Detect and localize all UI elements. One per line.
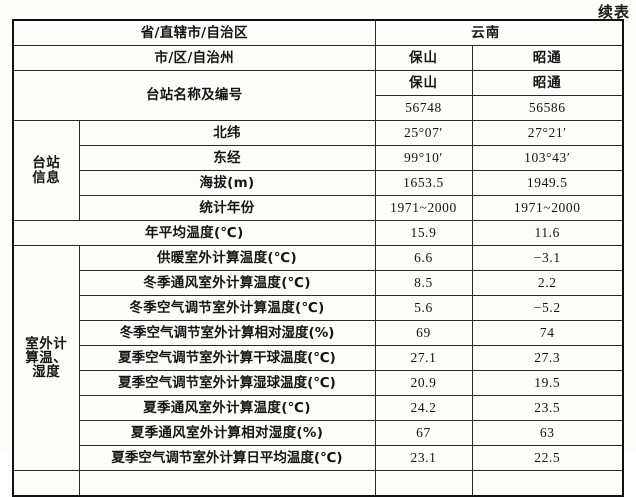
row-label-outdoor-5: 夏季空气调节室外计算湿球温度(℃) [78,370,376,396]
clipped-cell-value-1 [374,470,473,497]
table-row-outdoor-1: 冬季通风室外计算温度(℃) 8.5 2.2 [13,270,624,296]
table-row-longitude: 东经 99°10′ 103°43′ [13,145,624,171]
row-label-years: 统计年份 [78,195,376,221]
row-value-longitude-1: 99°10′ [374,145,473,171]
row-value-outdoor-8-1: 23.1 [374,445,473,471]
row-label-outdoor-8: 夏季空气调节室外计算日平均温度(℃) [78,445,376,471]
table-row-outdoor-7: 夏季通风室外计算相对湿度(%) 67 63 [13,420,624,446]
row-value-outdoor-4-2: 27.3 [471,345,624,371]
province-value: 云南 [374,19,624,46]
table-row-province: 省/直辖市/自治区 云南 [12,19,624,46]
table-row-elevation: 海拔(m) 1653.5 1949.5 [13,170,624,196]
station-name-1: 保山 [374,70,473,96]
row-value-annual-mean-temp-1: 15.9 [374,220,473,246]
table-row-station-name: 台站名称及编号 保山 昭通 [12,70,624,121]
category-station-info-line2: 信息 [32,169,61,186]
row-label-outdoor-0: 供暖室外计算温度(℃) [78,245,376,271]
row-value-outdoor-1-1: 8.5 [374,270,473,296]
category-station-info: 台站 信息 [12,120,80,221]
row-label-outdoor-2: 冬季空气调节室外计算温度(℃) [78,295,376,321]
row-value-outdoor-2-1: 5.6 [374,295,473,321]
city-value-1: 保山 [374,45,473,71]
province-label: 省/直辖市/自治区 [12,19,376,46]
station-name-2: 昭通 [471,70,624,96]
table-row-city: 市/区/自治州 保山 昭通 [12,45,624,71]
row-label-elevation: 海拔(m) [78,170,376,196]
clipped-cell-label [78,470,376,497]
row-label-outdoor-7: 夏季通风室外计算相对湿度(%) [78,420,376,446]
row-value-outdoor-5-2: 19.5 [471,370,624,396]
row-label-outdoor-1: 冬季通风室外计算温度(℃) [78,270,376,296]
table-row-years: 统计年份 1971~2000 1971~2000 [13,195,624,221]
row-value-outdoor-7-2: 63 [471,420,624,446]
document-page: 续表 省/直辖市/自治区 云南 市/区/自治州 保山 昭通 台站名称及编号 保山… [12,3,630,497]
row-value-outdoor-5-1: 20.9 [374,370,473,396]
table-row-station-code: 56748 56586 [13,95,624,121]
category-outdoor-line2: 算温、 [25,349,68,366]
row-value-outdoor-6-1: 24.2 [374,395,473,421]
row-value-outdoor-0-2: −3.1 [471,245,624,271]
category-station-info-line1: 台站 [32,155,61,172]
row-value-outdoor-3-1: 69 [374,320,473,346]
row-value-outdoor-8-2: 22.5 [471,445,624,471]
category-outdoor-line3: 湿度 [32,364,61,381]
table-row-annual-mean-temp: 年平均温度(℃) 15.9 11.6 [12,220,624,246]
row-value-outdoor-1-2: 2.2 [471,270,624,296]
row-value-latitude-1: 25°07′ [374,120,473,146]
clipped-cell-cat [12,470,80,497]
station-label: 台站名称及编号 [12,70,376,121]
row-value-years-2: 1971~2000 [471,195,624,221]
table-row-outdoor-0: 室外计 算温、 湿度 供暖室外计算温度(℃) 6.6 −3.1 [12,245,624,471]
table-row-latitude: 台站 信息 北纬 25°07′ 27°21′ [12,120,624,221]
station-code-2: 56586 [471,95,624,121]
category-outdoor: 室外计 算温、 湿度 [12,245,80,471]
row-label-outdoor-3: 冬季空气调节室外计算相对湿度(%) [78,320,376,346]
table-row-outdoor-6: 夏季通风室外计算温度(℃) 24.2 23.5 [13,395,624,421]
table-row-outdoor-3: 冬季空气调节室外计算相对湿度(%) 69 74 [13,320,624,346]
row-label-longitude: 东经 [78,145,376,171]
city-value-2: 昭通 [471,45,624,71]
row-value-outdoor-3-2: 74 [471,320,624,346]
clipped-cell-value-2 [471,470,624,497]
table-row-outdoor-5: 夏季空气调节室外计算湿球温度(℃) 20.9 19.5 [13,370,624,396]
row-label-annual-mean-temp: 年平均温度(℃) [12,220,376,246]
row-label-outdoor-6: 夏季通风室外计算温度(℃) [78,395,376,421]
table-row-clipped [12,470,624,497]
row-label-latitude: 北纬 [78,120,376,146]
row-value-outdoor-2-2: −5.2 [471,295,624,321]
row-value-outdoor-0-1: 6.6 [374,245,473,271]
table-row-outdoor-2: 冬季空气调节室外计算温度(℃) 5.6 −5.2 [13,295,624,321]
row-value-outdoor-7-1: 67 [374,420,473,446]
table-row-outdoor-4: 夏季空气调节室外计算干球温度(℃) 27.1 27.3 [13,345,624,371]
row-value-latitude-2: 27°21′ [471,120,624,146]
continued-table-label: 续表 [597,3,630,21]
category-outdoor-line1: 室外计 [25,335,68,352]
climate-data-table: 省/直辖市/自治区 云南 市/区/自治州 保山 昭通 台站名称及编号 保山 昭通… [12,19,624,497]
row-value-elevation-1: 1653.5 [374,170,473,196]
row-value-annual-mean-temp-2: 11.6 [471,220,624,246]
city-label: 市/区/自治州 [12,45,376,71]
table-row-outdoor-8: 夏季空气调节室外计算日平均温度(℃) 23.1 22.5 [13,445,624,471]
row-value-longitude-2: 103°43′ [471,145,624,171]
row-value-elevation-2: 1949.5 [471,170,624,196]
station-code-1: 56748 [374,95,473,121]
row-value-years-1: 1971~2000 [374,195,473,221]
row-label-outdoor-4: 夏季空气调节室外计算干球温度(℃) [78,345,376,371]
row-value-outdoor-4-1: 27.1 [374,345,473,371]
row-value-outdoor-6-2: 23.5 [471,395,624,421]
